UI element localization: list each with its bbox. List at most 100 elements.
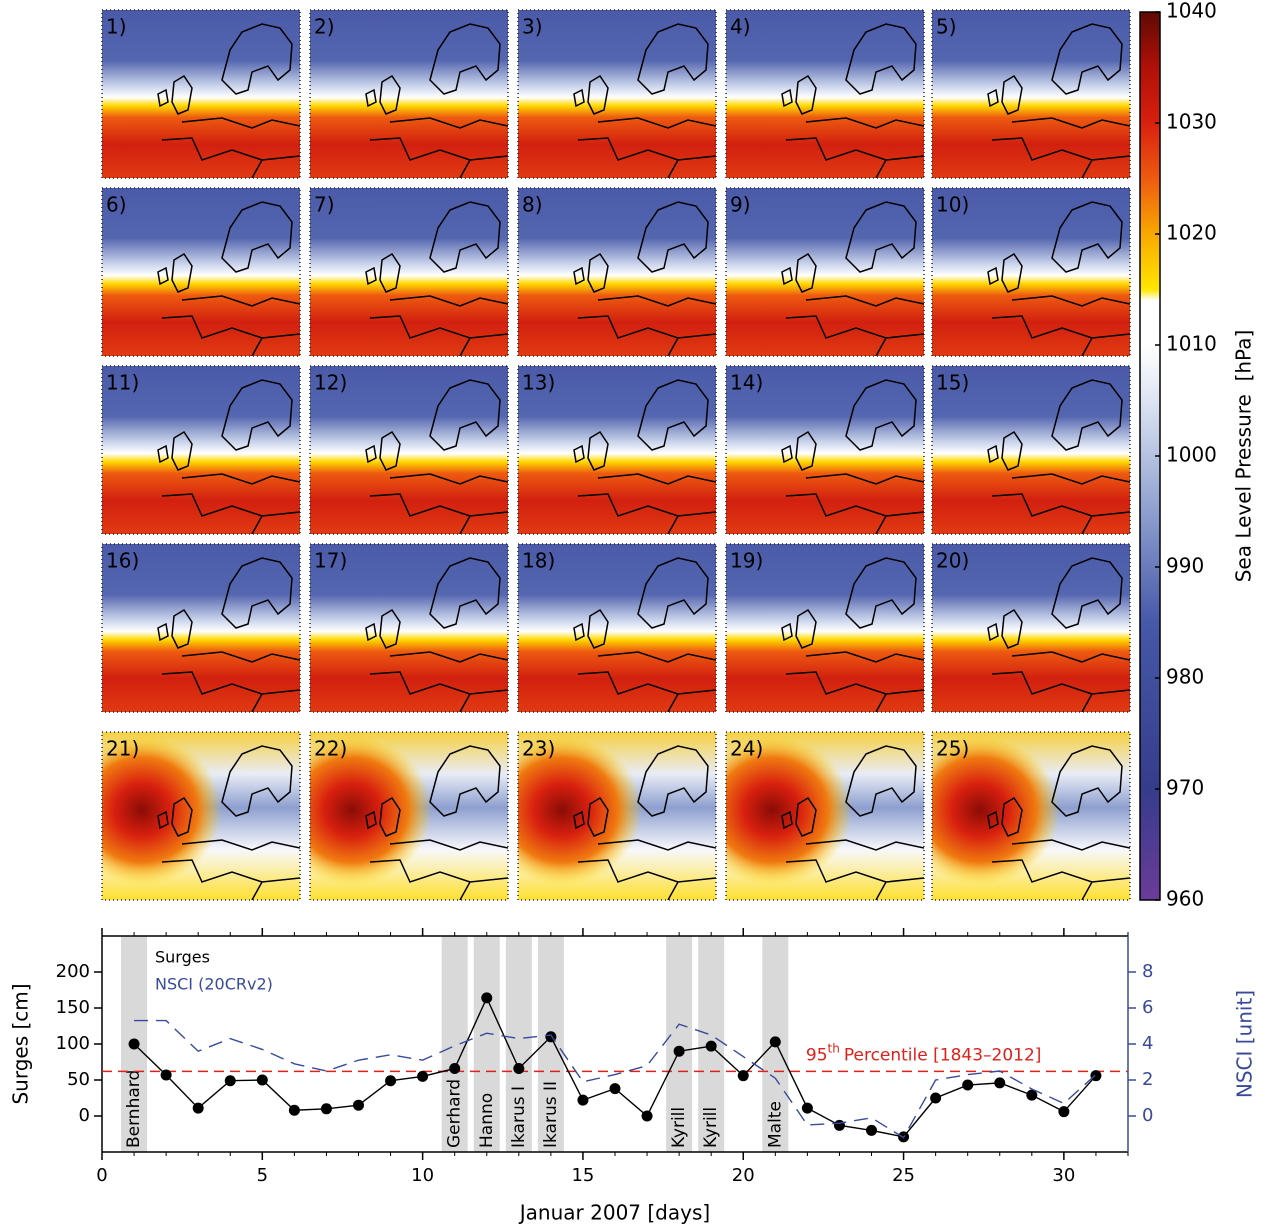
storm-name: Bernhard	[124, 1070, 144, 1148]
map-panel: 9)	[726, 188, 924, 356]
y-tick-label: 100	[56, 1033, 90, 1054]
map-field	[932, 10, 1130, 178]
threshold-label-rest: Percentile [1843–2012]	[844, 1045, 1042, 1065]
line-chart: Bernhard Gerhard Hanno Ikarus I Ikarus II Kyr…	[9, 928, 1257, 1225]
storm-name: Kyrill	[669, 1107, 689, 1148]
threshold-label: 95th Percentile [1843–2012]	[806, 1041, 1042, 1066]
map-panel: 21)	[62, 732, 300, 900]
surge-point	[417, 1071, 428, 1082]
y-axis-label: Surges [cm]	[9, 983, 33, 1104]
surge-point	[321, 1103, 332, 1114]
storm-name: Gerhard	[445, 1079, 465, 1148]
map-panel: 7)	[310, 188, 508, 356]
y2-axis-label: NSCI [unit]	[1233, 990, 1257, 1098]
legend-entry: NSCI (20CRv2)	[155, 975, 273, 994]
map-panel: 3)	[518, 10, 716, 178]
panel-label: 5)	[936, 15, 957, 39]
colorbar-label: Sea Level Pressure [hPa]	[1232, 330, 1256, 583]
surge-point	[866, 1125, 877, 1136]
map-panel: 1)	[102, 10, 300, 178]
map-field	[102, 188, 300, 356]
map-field	[726, 10, 924, 178]
colorbar-tick-label: 1020	[1166, 221, 1217, 245]
surge-point	[161, 1069, 172, 1080]
threshold-label-base: 95	[806, 1045, 828, 1065]
panel-label: 20)	[936, 549, 969, 573]
y2-tick-label: 2	[1142, 1069, 1153, 1090]
y2-tick-label: 4	[1142, 1033, 1153, 1054]
nsci-line	[134, 1021, 1096, 1138]
map-panel: 22)	[272, 732, 508, 900]
storm-name: Ikarus II	[541, 1081, 561, 1148]
x-tick-label: 15	[571, 1165, 594, 1186]
map-field	[310, 10, 508, 178]
x-tick-label: 20	[732, 1165, 755, 1186]
panel-label: 15)	[936, 371, 969, 395]
surge-point	[738, 1070, 749, 1081]
map-panel: 17)	[310, 544, 508, 712]
map-panel: 23)	[482, 732, 716, 900]
panel-label: 17)	[314, 549, 347, 573]
surge-point	[513, 1063, 524, 1074]
surge-line	[134, 998, 1096, 1137]
panel-label: 21)	[106, 737, 139, 761]
surge-point	[642, 1111, 653, 1122]
y-tick-label: 150	[56, 997, 90, 1018]
surge-point	[353, 1100, 364, 1111]
y-tick-label: 0	[79, 1105, 90, 1126]
storm-name: Hanno	[477, 1093, 497, 1148]
surge-point	[481, 992, 492, 1003]
y2-tick-label: 8	[1142, 961, 1153, 982]
panel-label: 19)	[730, 549, 763, 573]
surge-point	[674, 1046, 685, 1057]
colorbar-tick-label: 1040	[1166, 0, 1217, 23]
map-panel: 2)	[310, 10, 508, 178]
panel-label: 14)	[730, 371, 763, 395]
map-panel: 25)	[900, 732, 1130, 900]
surge-point	[1058, 1106, 1069, 1117]
panel-label: 2)	[314, 15, 335, 39]
panel-label: 7)	[314, 193, 335, 217]
panel-label: 9)	[730, 193, 751, 217]
map-field	[518, 10, 716, 178]
map-panels: 1)2)3)4)5)6)7)8)9)10)11)12)13)14)15)16)1…	[62, 10, 1130, 900]
map-panel: 8)	[518, 188, 716, 356]
panel-label: 25)	[936, 737, 969, 761]
surge-point	[449, 1063, 460, 1074]
colorbar-tick-label: 970	[1166, 776, 1204, 800]
panel-label: 3)	[522, 15, 543, 39]
surge-point	[994, 1077, 1005, 1088]
panel-label: 4)	[730, 15, 751, 39]
surge-point	[962, 1080, 973, 1091]
surge-point	[1090, 1070, 1101, 1081]
colorbar-tick-label: 1000	[1166, 443, 1217, 467]
surge-point	[257, 1075, 268, 1086]
surge-point	[225, 1075, 236, 1086]
panel-label: 23)	[522, 737, 555, 761]
colorbar-tick-label: 980	[1166, 665, 1204, 689]
legend-entry: Surges	[155, 948, 210, 967]
map-panel: 13)	[518, 366, 716, 534]
surge-point	[193, 1103, 204, 1114]
map-field	[726, 188, 924, 356]
storm-name: Kyrill	[701, 1107, 721, 1148]
x-tick-label: 10	[411, 1165, 434, 1186]
y2-tick-label: 6	[1142, 997, 1153, 1018]
map-panel: 15)	[932, 366, 1130, 534]
surge-point	[834, 1120, 845, 1131]
surge-point	[706, 1041, 717, 1052]
map-high	[62, 735, 222, 885]
panel-label: 1)	[106, 15, 127, 39]
y2-tick-label: 0	[1142, 1105, 1153, 1126]
panel-label: 10)	[936, 193, 969, 217]
map-field	[310, 188, 508, 356]
surge-point	[930, 1093, 941, 1104]
threshold-label-sup: th	[828, 1041, 840, 1055]
map-panel: 14)	[726, 366, 924, 534]
storm-name: Ikarus I	[509, 1086, 529, 1148]
surge-point	[770, 1036, 781, 1047]
map-panel: 10)	[932, 188, 1130, 356]
surge-point	[610, 1083, 621, 1094]
map-panel: 16)	[102, 544, 300, 712]
